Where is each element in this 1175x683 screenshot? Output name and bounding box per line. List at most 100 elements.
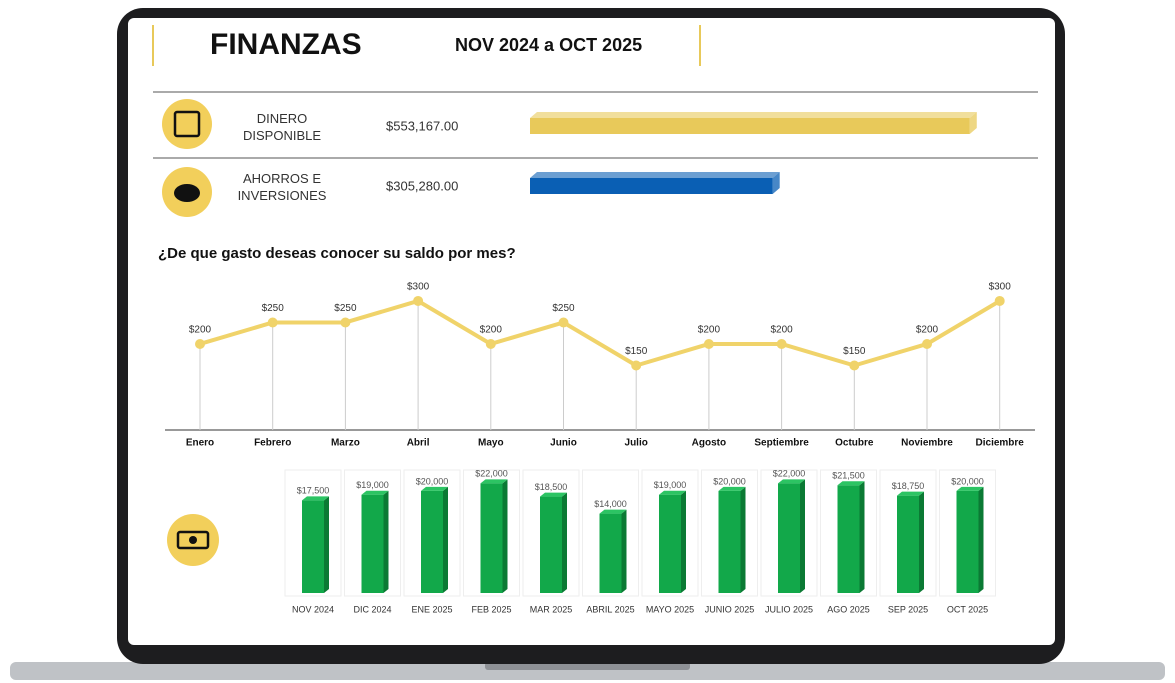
x-tick-label: Enero [186,438,214,449]
panel [582,469,639,597]
panel [701,469,758,597]
bar-side [562,492,567,593]
panel [284,469,342,597]
point [994,295,1005,306]
bar-top [530,112,977,118]
value-label: $250 [552,303,575,314]
point [776,338,787,349]
panel [820,469,877,597]
value-label: $200 [480,325,503,336]
bar-side [502,479,508,593]
card-value: $553,167.00 [386,118,458,133]
bar [421,490,443,593]
bar-side [772,172,780,194]
point [485,338,496,349]
card-label: DINERO DISPONIBLE [242,111,322,143]
bar-top [361,490,389,495]
bar-top [421,486,448,491]
bar-side [859,481,865,593]
value-label: $17,500 [297,486,330,496]
x-tick-label: SEP 2025 [888,604,928,614]
x-tick-label: Abril [407,438,430,449]
bar-top [302,496,329,501]
value-label: $300 [407,282,430,293]
value-label: $150 [625,346,648,357]
bar [530,178,773,194]
value-label: $20,000 [713,476,746,486]
x-tick-label: Diciembre [976,438,1025,449]
x-tick-label: ENE 2025 [411,604,452,614]
x-tick-label: ABRIL 2025 [586,604,634,614]
value-label: $18,500 [535,482,568,492]
point [631,360,642,371]
bar [837,485,860,593]
value-label: $20,000 [951,476,984,486]
value-label: $14,000 [594,499,627,509]
bar-side [383,490,389,593]
bar-top [897,491,924,496]
value-label: $19,000 [356,480,389,490]
value-label: $150 [843,346,866,357]
panel [403,469,461,597]
bar [302,500,324,593]
value-label: $22,000 [475,469,508,479]
x-tick-label: Julio [625,438,648,449]
x-tick-label: MAR 2025 [530,604,573,614]
bar-top [540,492,567,497]
point [849,360,860,371]
bar [530,118,970,134]
x-tick-label: DIC 2024 [353,604,391,614]
bar-top [599,509,627,514]
bar-top [659,490,686,495]
bar [778,483,800,593]
line [199,298,1001,368]
value-label: $19,000 [654,480,687,490]
piggy-icon-shape [174,184,200,202]
bar [718,490,741,593]
x-tick-label: Noviembre [901,438,953,449]
x-tick-label: Marzo [331,438,360,449]
x-tick-label: OCT 2025 [947,604,988,614]
bar-side [740,486,746,593]
panel [879,469,937,597]
x-tick-label: Septiembre [754,438,809,449]
value-label: $250 [262,303,285,314]
bar [361,494,384,593]
panel [641,469,699,597]
x-tick-label: AGO 2025 [827,604,870,614]
bar-top [530,172,780,178]
point [195,338,205,349]
period: NOV 2024 a OCT 2025 [455,35,642,55]
bar-side [978,486,984,593]
bar-top [837,481,865,486]
x-tick-label: FEB 2025 [471,604,511,614]
bar [659,494,681,593]
point [413,295,424,306]
panel [344,469,401,597]
question: ¿De que gasto deseas conocer su saldo po… [158,245,516,262]
bar-side [969,112,977,134]
laptop-base [10,662,1165,680]
x-tick-label: NOV 2024 [292,604,334,614]
x-tick-label: Agosto [692,438,726,449]
point [922,338,932,349]
safe-icon [162,99,212,149]
point [703,338,714,349]
bar-top [778,479,805,484]
value-label: $22,000 [773,469,806,479]
x-tick-label: Junio [550,438,577,449]
bar [897,495,919,593]
x-tick-label: JUNIO 2025 [705,604,755,614]
cash-icon-shape [176,530,210,550]
bar-side [681,490,686,593]
bar [480,483,503,593]
panel [939,469,996,597]
x-tick-label: JULIO 2025 [765,604,813,614]
card-label: AHORROS E INVERSIONES [237,171,327,203]
x-tick-label: MAYO 2025 [646,604,694,614]
panel [760,469,818,597]
bar [540,496,562,593]
value-label: $200 [916,325,939,336]
